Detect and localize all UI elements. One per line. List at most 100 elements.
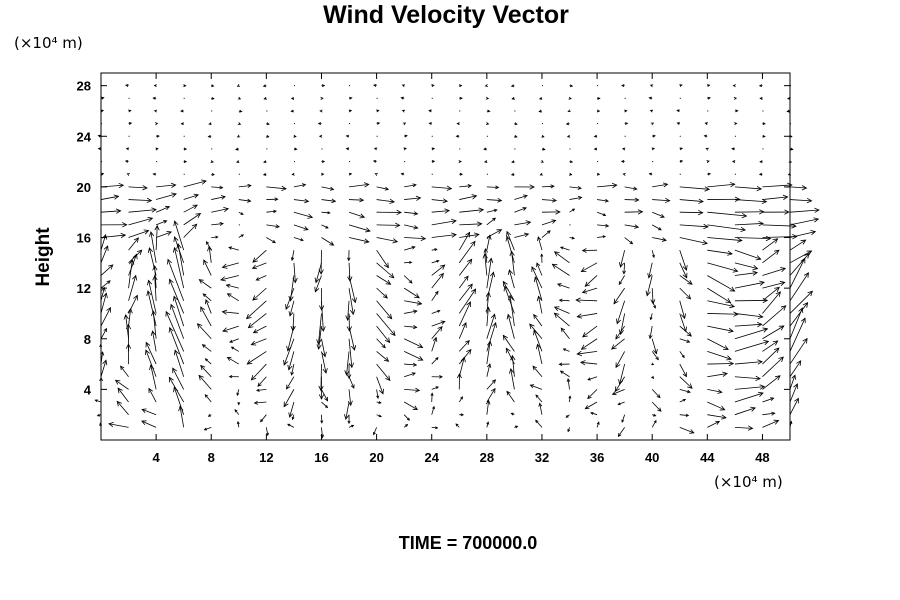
- wind-vector: [226, 293, 240, 302]
- wind-vector: [762, 249, 780, 264]
- wind-vector: [759, 160, 763, 164]
- wind-vector: [558, 362, 570, 366]
- wind-vector: [679, 300, 687, 320]
- wind-vector: [557, 283, 570, 289]
- wind-vector: [100, 327, 107, 339]
- wind-vector: [486, 379, 497, 390]
- wind-vector: [679, 275, 693, 285]
- wind-vector: [679, 413, 690, 417]
- wind-vector: [230, 346, 240, 352]
- wind-vector: [318, 288, 325, 311]
- wind-vector: [789, 185, 808, 191]
- wind-vector: [262, 172, 267, 176]
- wind-vector: [649, 313, 653, 321]
- wind-vector: [431, 336, 438, 352]
- wind-vector: [403, 338, 424, 349]
- wind-vector: [128, 122, 133, 125]
- wind-vector: [734, 109, 739, 113]
- wind-vector: [290, 96, 295, 100]
- wind-vector: [431, 147, 436, 151]
- y-tick-label: 28: [77, 79, 91, 94]
- wind-vector: [502, 334, 515, 352]
- wind-vector: [403, 147, 407, 151]
- wind-vector: [707, 275, 736, 292]
- wind-vector: [734, 375, 761, 381]
- wind-vector: [486, 217, 496, 226]
- wind-vector: [648, 96, 653, 100]
- wind-vector: [486, 321, 497, 352]
- wind-vector: [458, 258, 473, 276]
- wind-vector: [650, 122, 655, 126]
- wind-vector: [376, 198, 396, 204]
- wind-vector: [348, 338, 355, 369]
- wind-vector: [376, 275, 392, 285]
- wind-vector: [650, 362, 655, 366]
- wind-vector: [789, 360, 802, 377]
- wind-vector: [431, 84, 435, 88]
- wind-vector: [183, 193, 200, 200]
- wind-vector: [541, 230, 551, 238]
- wind-vector: [789, 197, 813, 204]
- wind-vector: [553, 312, 570, 327]
- wind-vector: [734, 270, 759, 276]
- wind-vector: [225, 283, 239, 289]
- wind-vector: [459, 96, 463, 100]
- wind-vector: [376, 209, 402, 216]
- wind-vector: [376, 109, 380, 113]
- wind-vector: [211, 185, 224, 190]
- wind-vector: [510, 172, 515, 176]
- wind-vector: [347, 389, 353, 407]
- wind-vector: [211, 195, 226, 200]
- wind-vector: [569, 172, 573, 176]
- wind-vector: [707, 172, 712, 176]
- y-tick-label: 20: [77, 180, 91, 195]
- wind-vector: [618, 363, 626, 386]
- wind-vector: [255, 275, 267, 281]
- wind-vector: [344, 351, 350, 376]
- wind-vector: [596, 109, 601, 113]
- wind-vector: [486, 229, 503, 238]
- wind-vector: [114, 379, 129, 390]
- y-tick-label: 8: [84, 332, 91, 347]
- wind-vector: [483, 147, 487, 151]
- wind-vector: [486, 234, 492, 251]
- wind-vector: [651, 351, 659, 361]
- wind-vector: [458, 396, 463, 403]
- wind-vector: [597, 96, 601, 100]
- wind-vector: [210, 160, 214, 163]
- wind-vector: [293, 211, 314, 219]
- wind-vector: [252, 287, 267, 301]
- wind-vector: [144, 349, 157, 377]
- wind-vector: [256, 388, 267, 392]
- wind-vector: [156, 182, 177, 188]
- wind-vector: [172, 367, 185, 390]
- wind-vector: [569, 160, 574, 164]
- wind-vector: [789, 239, 807, 251]
- wind-vector: [650, 288, 656, 305]
- wind-vector: [314, 275, 322, 293]
- x-tick-label: 28: [480, 450, 494, 465]
- wind-vector: [404, 235, 427, 242]
- wind-vector: [651, 375, 655, 379]
- wind-vector: [762, 397, 775, 403]
- wind-vector: [789, 317, 806, 352]
- wind-vector: [624, 224, 640, 229]
- wind-vector: [707, 420, 721, 428]
- wind-vector: [207, 134, 212, 138]
- wind-vector: [154, 224, 160, 251]
- wind-vector: [431, 320, 446, 327]
- wind-vector: [320, 96, 324, 100]
- wind-vector: [128, 294, 138, 314]
- wind-vector: [167, 258, 185, 301]
- wind-vector: [347, 250, 351, 262]
- wind-vector: [222, 325, 239, 333]
- wind-vector: [283, 389, 295, 408]
- wind-vector: [734, 249, 762, 261]
- wind-vector: [376, 186, 390, 191]
- wind-vector: [707, 371, 728, 378]
- wind-vector: [529, 323, 543, 340]
- wind-vector: [316, 326, 322, 350]
- wind-vector: [431, 264, 446, 276]
- wind-vector: [508, 368, 515, 390]
- wind-vector: [401, 84, 406, 88]
